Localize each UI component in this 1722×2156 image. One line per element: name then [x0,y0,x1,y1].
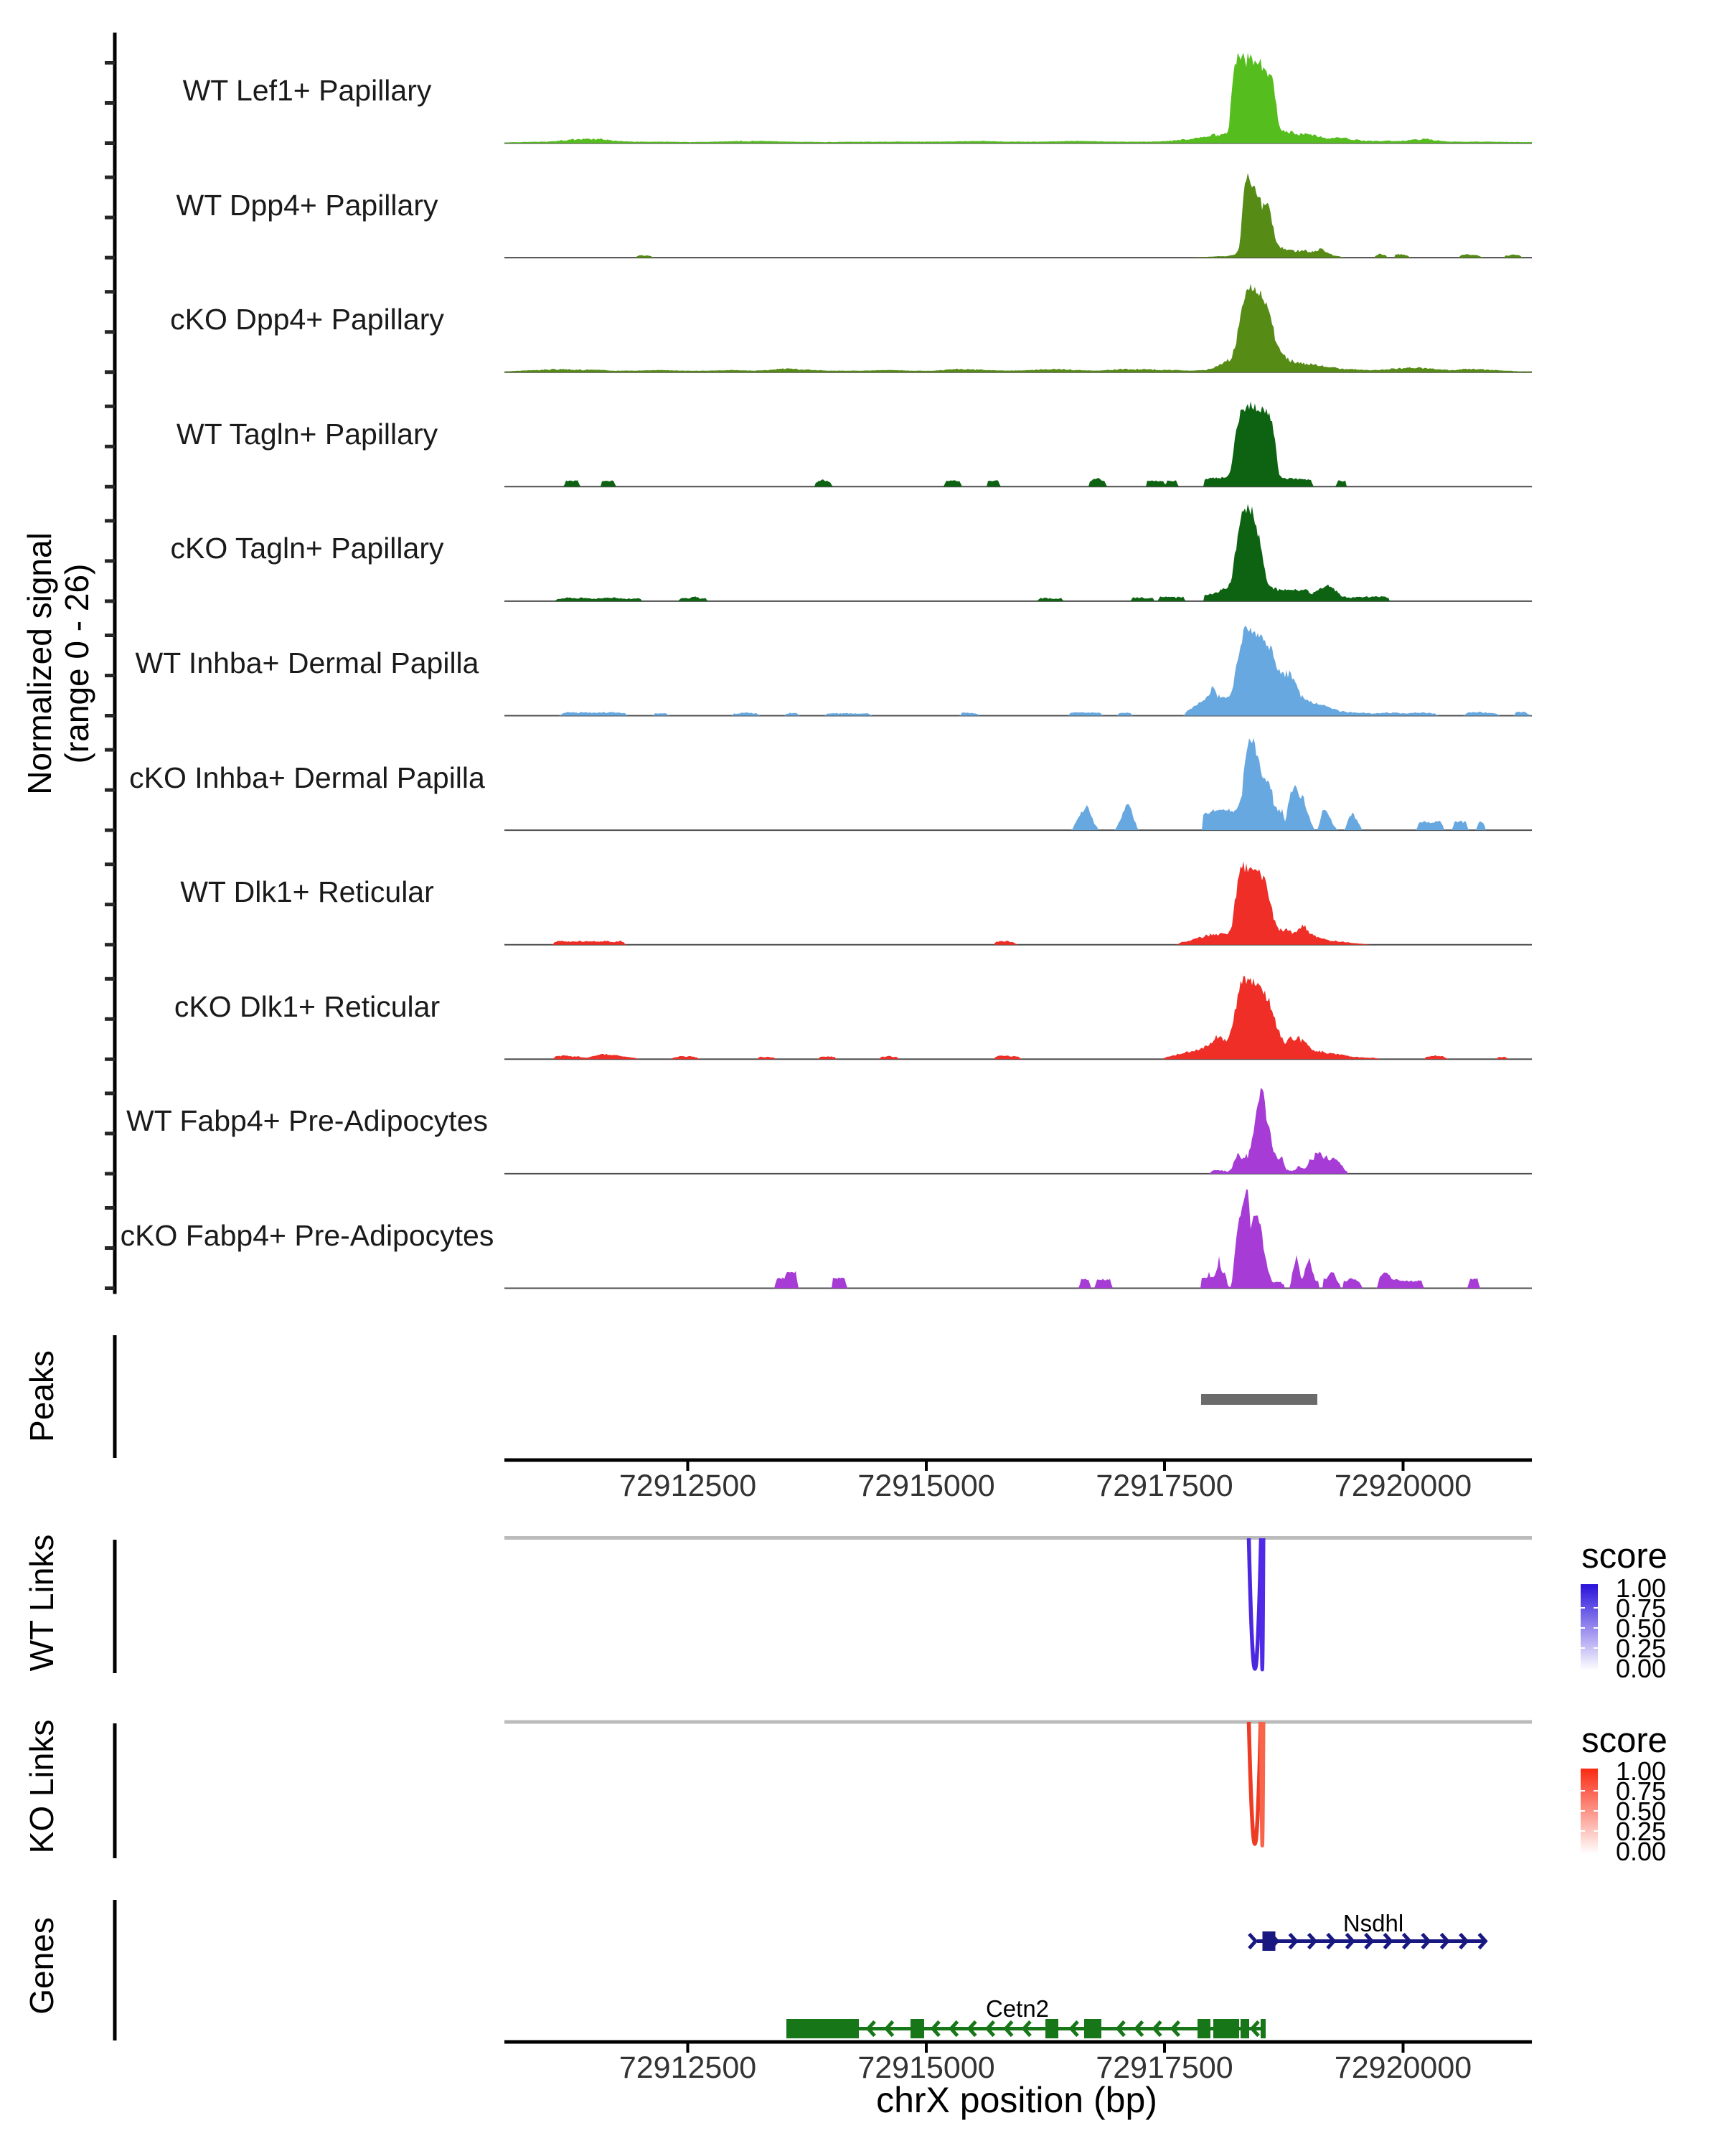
svg-text:WT Fabp4+ Pre-Adipocytes: WT Fabp4+ Pre-Adipocytes [126,1104,488,1137]
svg-text:KO Links: KO Links [23,1720,60,1854]
svg-text:cKO Dpp4+ Papillary: cKO Dpp4+ Papillary [170,303,444,336]
svg-text:Normalized signal: Normalized signal [21,532,58,795]
svg-text:72917500: 72917500 [1096,2051,1233,2085]
svg-text:0.75: 0.75 [1616,1776,1666,1806]
svg-text:72915000: 72915000 [857,2051,994,2085]
svg-text:cKO Dlk1+ Reticular: cKO Dlk1+ Reticular [174,990,440,1023]
svg-text:WT Inhba+ Dermal Papilla: WT Inhba+ Dermal Papilla [136,646,479,679]
svg-text:72912500: 72912500 [619,1469,756,1503]
svg-text:Peaks: Peaks [23,1350,60,1442]
svg-text:0.00: 0.00 [1616,1654,1666,1683]
svg-text:cKO Fabp4+ Pre-Adipocytes: cKO Fabp4+ Pre-Adipocytes [121,1219,494,1252]
svg-text:cKO Tagln+ Papillary: cKO Tagln+ Papillary [171,532,444,565]
svg-text:Cetn2: Cetn2 [986,1995,1049,2022]
svg-text:WT Links: WT Links [23,1535,60,1672]
svg-text:72920000: 72920000 [1335,2051,1472,2085]
svg-text:cKO Inhba+ Dermal Papilla: cKO Inhba+ Dermal Papilla [129,761,485,794]
svg-text:(range 0 - 26): (range 0 - 26) [58,564,95,764]
svg-text:0.25: 0.25 [1616,1817,1666,1846]
svg-text:0.50: 0.50 [1616,1797,1666,1826]
svg-text:Nsdhl: Nsdhl [1343,1910,1403,1936]
svg-text:0.50: 0.50 [1616,1614,1666,1643]
svg-text:72920000: 72920000 [1335,1469,1472,1503]
svg-text:0.00: 0.00 [1616,1837,1666,1866]
svg-text:1.00: 1.00 [1616,1573,1666,1603]
svg-text:WT Tagln+ Papillary: WT Tagln+ Papillary [177,418,438,451]
svg-text:0.75: 0.75 [1616,1594,1666,1623]
svg-text:1.00: 1.00 [1616,1756,1666,1786]
svg-text:WT Dpp4+ Papillary: WT Dpp4+ Papillary [177,189,438,222]
svg-text:72912500: 72912500 [619,2051,756,2085]
svg-text:Genes: Genes [23,1917,60,2015]
svg-text:score: score [1581,1721,1667,1760]
svg-text:72915000: 72915000 [857,1469,994,1503]
svg-text:score: score [1581,1537,1667,1576]
svg-text:WT Dlk1+ Reticular: WT Dlk1+ Reticular [180,875,434,908]
svg-text:WT Lef1+ Papillary: WT Lef1+ Papillary [183,74,432,107]
svg-text:chrX position (bp): chrX position (bp) [876,2080,1157,2120]
svg-text:0.25: 0.25 [1616,1634,1666,1663]
svg-text:72917500: 72917500 [1096,1469,1233,1503]
